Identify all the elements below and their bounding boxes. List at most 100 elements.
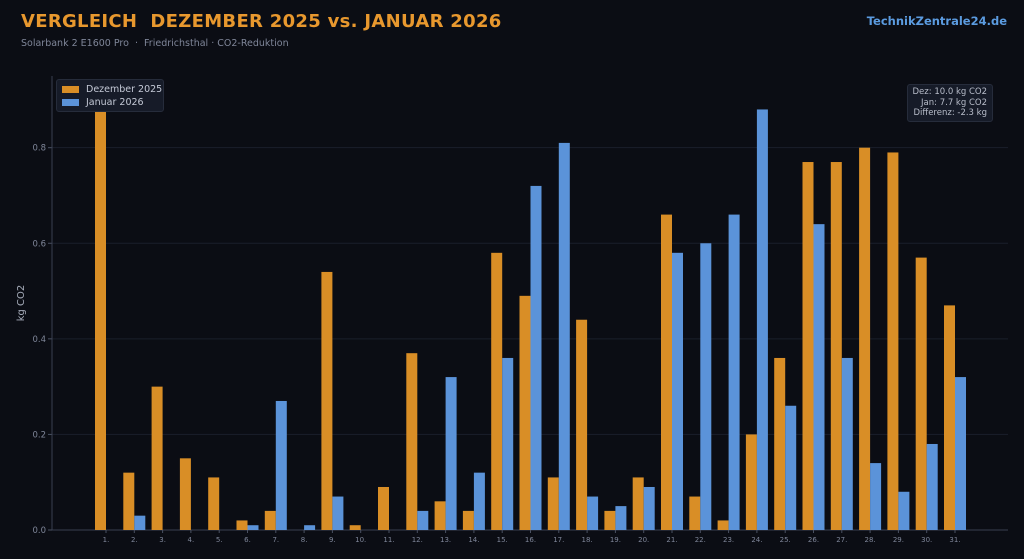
- x-tick-label: 28.: [865, 536, 876, 544]
- bar-dezember-14: [462, 510, 474, 530]
- x-tick-label: 30.: [921, 536, 932, 544]
- bar-januar-6: [247, 525, 259, 530]
- bar-januar-20: [643, 486, 655, 530]
- bars: [95, 109, 966, 531]
- x-tick-label: 2.: [131, 536, 138, 544]
- x-tick-label: 15.: [497, 536, 508, 544]
- bar-januar-13: [445, 377, 457, 530]
- bar-dezember-28: [859, 147, 871, 530]
- bar-januar-23: [728, 214, 740, 530]
- bar-dezember-18: [576, 319, 588, 530]
- bar-januar-31: [955, 377, 966, 530]
- bar-dezember-19: [604, 510, 616, 530]
- summary-differenz: Differenz: -2.3 kg: [913, 108, 987, 118]
- bar-dezember-3: [151, 386, 163, 530]
- x-tick-label: 6.: [244, 536, 251, 544]
- x-tick-label: 10.: [355, 536, 366, 544]
- x-tick-label: 3.: [159, 536, 166, 544]
- bar-januar-2: [134, 515, 146, 530]
- bar-januar-26: [813, 224, 825, 530]
- x-tick-labels: 1. 2. 3. 4. 5. 6. 7. 8. 9. 10. 11. 12. 13. 14. 15. 16. 1…: [103, 536, 961, 544]
- x-tick-label: 22.: [695, 536, 706, 544]
- legend-item-januar: Januar 2026: [62, 96, 144, 108]
- bar-januar-16: [530, 185, 542, 531]
- y-tick-label: 0.2: [32, 430, 46, 440]
- x-tick-label: 25.: [780, 536, 791, 544]
- bar-januar-19: [615, 506, 627, 530]
- x-tick-label: 23.: [723, 536, 734, 544]
- summary-box: Dez: 10.0 kg CO2 Jan: 7.7 kg CO2 Differe…: [906, 84, 993, 122]
- x-tick-label: 13.: [440, 536, 451, 544]
- bar-dezember-27: [830, 162, 842, 530]
- bar-dezember-30: [915, 257, 927, 530]
- bar-januar-30: [926, 443, 938, 530]
- bar-januar-12: [417, 510, 429, 530]
- x-tick-label: 26.: [808, 536, 819, 544]
- x-tick-label: 29.: [893, 536, 904, 544]
- bar-januar-24: [756, 109, 768, 530]
- bar-dezember-31: [944, 305, 955, 530]
- x-tick-label: 1.: [103, 536, 110, 544]
- legend-swatch-januar: [62, 98, 79, 106]
- y-tick-label: 0.8: [32, 144, 46, 154]
- bar-januar-21: [672, 252, 683, 531]
- x-tick-label: 24.: [751, 536, 762, 544]
- x-tick-label: 4.: [188, 536, 195, 544]
- legend: Dezember 2025 Januar 2026: [56, 79, 164, 112]
- bar-dezember-23: [717, 520, 729, 530]
- bar-dezember-22: [689, 496, 701, 530]
- summary-dezember: Dez: 10.0 kg CO2: [912, 87, 987, 97]
- x-tick-label: 20.: [638, 536, 649, 544]
- y-tick-label: 0.4: [32, 335, 46, 345]
- x-tick-label: 7.: [272, 536, 279, 544]
- bar-dezember-25: [774, 357, 786, 530]
- x-tick-label: 19.: [610, 536, 621, 544]
- x-tick-label: 16.: [525, 536, 536, 544]
- y-tick-labels: 0.0 0.2 0.4 0.6 0.8: [32, 144, 46, 536]
- bar-januar-28: [870, 463, 882, 530]
- bar-dezember-26: [802, 162, 814, 530]
- bar-dezember-21: [661, 214, 672, 530]
- bar-januar-17: [558, 142, 570, 530]
- bar-dezember-4: [179, 458, 191, 530]
- bar-dezember-9: [321, 271, 333, 530]
- y-tick-label: 0.0: [32, 526, 46, 536]
- legend-label-januar: Januar 2026: [86, 96, 144, 108]
- bar-januar-8: [304, 525, 316, 530]
- x-tick-label: 21.: [666, 536, 677, 544]
- x-tick-label: 11.: [383, 536, 394, 544]
- legend-item-dezember: Dezember 2025: [62, 83, 162, 95]
- legend-swatch-dezember: [62, 85, 79, 93]
- chart-subtitle: Solarbank 2 E1600 Pro · Friedrichsthal ·…: [21, 38, 289, 49]
- bar-dezember-1: [95, 109, 106, 530]
- bar-dezember-12: [406, 353, 418, 530]
- bar-januar-27: [841, 357, 853, 530]
- bar-dezember-11: [378, 486, 389, 530]
- bar-dezember-6: [236, 520, 248, 530]
- bar-dezember-5: [208, 477, 220, 530]
- y-tick-label: 0.6: [32, 239, 46, 249]
- bar-januar-15: [502, 357, 514, 530]
- bar-januar-25: [785, 405, 797, 530]
- bar-dezember-10: [349, 525, 361, 530]
- bar-dezember-13: [434, 501, 446, 530]
- bar-dezember-2: [123, 472, 135, 530]
- x-tick-label: 9.: [329, 536, 336, 544]
- bar-januar-7: [275, 400, 287, 530]
- legend-label-dezember: Dezember 2025: [86, 83, 163, 95]
- bar-januar-18: [587, 496, 599, 530]
- summary-januar: Jan: 7.7 kg CO2: [921, 97, 987, 108]
- bar-dezember-15: [491, 252, 503, 531]
- x-tick-label: 31.: [949, 536, 960, 544]
- brand-link[interactable]: TechnikZentrale24.de: [866, 14, 1007, 28]
- bar-januar-9: [332, 496, 344, 530]
- bar-dezember-24: [745, 434, 757, 530]
- x-tick-label: 5.: [216, 536, 223, 544]
- bar-dezember-7: [264, 510, 276, 530]
- bar-dezember-16: [519, 295, 531, 530]
- chart-title: VERGLEICH DEZEMBER 2025 vs. JANUAR 2026: [21, 11, 502, 32]
- x-tick-label: 8.: [301, 536, 308, 544]
- bar-januar-22: [700, 243, 712, 530]
- bar-dezember-20: [632, 477, 644, 530]
